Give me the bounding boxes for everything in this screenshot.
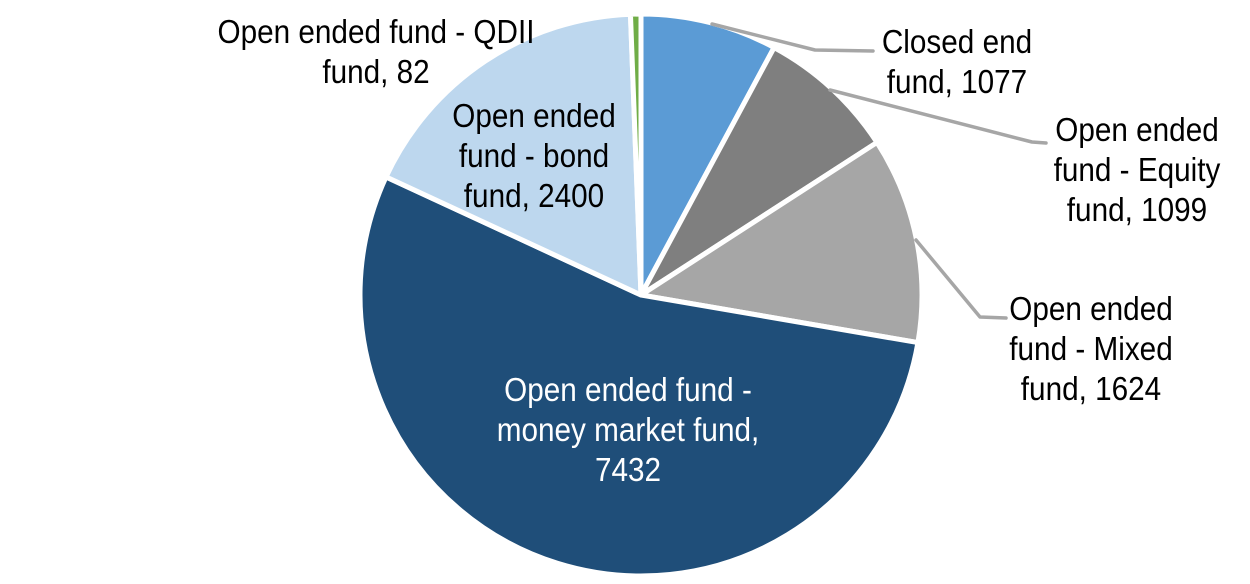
leader-line-open-ended-fund-mixed-fund — [914, 238, 1008, 320]
leader-line-closed-end-fund — [710, 22, 875, 53]
leader-line-open-ended-fund-equity-fund — [828, 88, 1048, 145]
pie-slice-open-ended-fund-qdii-fund — [627, 11, 644, 298]
pie-slice-open-ended-fund-bond-fund — [383, 11, 644, 298]
pie-slice-closed-end-fund — [638, 11, 777, 298]
pie-slice-open-ended-fund-money-market-fund — [357, 174, 921, 579]
pie-slice-open-ended-fund-equity-fund — [638, 45, 880, 298]
